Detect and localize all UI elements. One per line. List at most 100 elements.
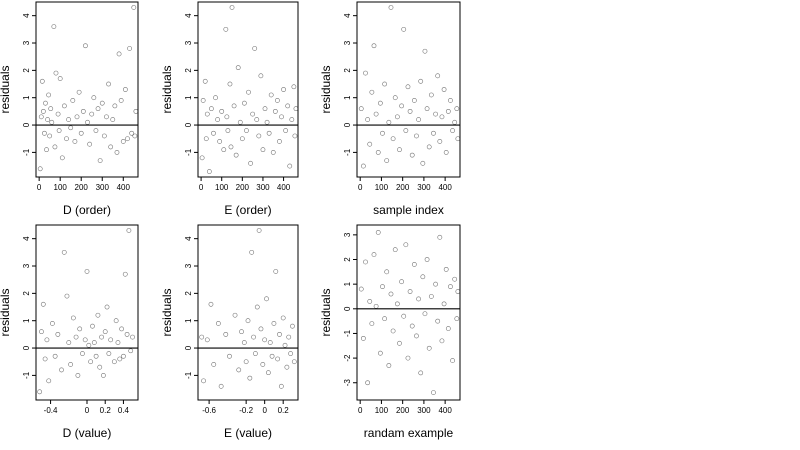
- data-point: [247, 375, 253, 381]
- data-point: [250, 111, 256, 117]
- data-point: [273, 269, 279, 274]
- data-point: [283, 128, 289, 133]
- data-point: [248, 160, 253, 166]
- y-tick-label: 3: [343, 40, 352, 45]
- data-point: [76, 89, 82, 95]
- data-point: [237, 119, 243, 125]
- data-point: [126, 228, 132, 233]
- data-point: [375, 229, 381, 235]
- data-point: [43, 100, 48, 106]
- data-point: [443, 266, 449, 272]
- x-tick-label: 200: [236, 183, 250, 192]
- data-point: [388, 291, 394, 297]
- data-point: [39, 329, 44, 335]
- data-point: [433, 111, 438, 117]
- data-point: [225, 128, 231, 133]
- data-point: [428, 92, 434, 98]
- data-point: [44, 147, 49, 153]
- data-point: [89, 111, 95, 117]
- x-tick-label: 200: [396, 406, 410, 415]
- data-point: [280, 315, 286, 321]
- data-point: [386, 363, 392, 368]
- x-tick-label: 300: [417, 406, 431, 415]
- scatter-points: [358, 5, 461, 169]
- y-tick-label: 0: [22, 345, 31, 350]
- data-point: [227, 81, 233, 87]
- data-point: [428, 294, 434, 299]
- data-point: [200, 98, 206, 103]
- data-point: [45, 117, 50, 122]
- data-point: [55, 331, 61, 337]
- x-tick-label: 400: [117, 183, 131, 192]
- data-point: [202, 78, 208, 84]
- data-point: [450, 128, 455, 133]
- data-point: [245, 318, 251, 324]
- data-point: [231, 103, 237, 109]
- data-point: [106, 351, 112, 356]
- data-point: [249, 249, 255, 255]
- data-point: [90, 323, 95, 329]
- data-point: [73, 334, 79, 340]
- x-tick-label: 400: [277, 183, 291, 192]
- data-point: [268, 92, 274, 98]
- data-point: [285, 103, 291, 109]
- data-point: [454, 316, 460, 322]
- data-point: [97, 158, 103, 163]
- data-point: [390, 136, 396, 142]
- y-tick-label: -1: [184, 148, 193, 156]
- data-point: [241, 340, 247, 345]
- data-point: [256, 228, 262, 233]
- data-point: [127, 46, 132, 51]
- data-point: [397, 340, 402, 346]
- data-point: [204, 111, 210, 117]
- data-point: [215, 117, 220, 122]
- data-point: [38, 114, 44, 120]
- data-point: [363, 70, 368, 76]
- data-point: [114, 149, 120, 155]
- data-point: [56, 128, 62, 133]
- data-point: [68, 125, 74, 131]
- data-point: [365, 117, 371, 122]
- data-point: [130, 334, 135, 340]
- y-tick-label: 2: [22, 68, 31, 73]
- data-point: [424, 106, 430, 112]
- data-point: [61, 249, 67, 255]
- data-point: [217, 139, 223, 144]
- data-point: [120, 139, 126, 144]
- data-point: [416, 296, 421, 302]
- data-point: [59, 367, 64, 373]
- data-point: [377, 350, 383, 356]
- x-tick-label: 300: [256, 183, 270, 192]
- data-point: [265, 370, 271, 376]
- data-point: [223, 26, 229, 32]
- data-point: [388, 5, 394, 10]
- data-point: [113, 318, 119, 324]
- data-point: [367, 299, 373, 304]
- y-tick-label: 0: [343, 306, 352, 311]
- data-point: [264, 119, 270, 125]
- data-point: [407, 108, 413, 114]
- data-point: [270, 149, 276, 155]
- data-point: [420, 274, 426, 280]
- scatter-points: [199, 228, 297, 389]
- data-point: [403, 128, 409, 133]
- data-point: [110, 117, 116, 122]
- y-tick-label: 2: [343, 257, 352, 262]
- x-tick-label: 0.4: [118, 406, 130, 415]
- data-point: [108, 337, 114, 343]
- data-point: [64, 136, 69, 142]
- data-point: [254, 117, 260, 122]
- y-tick-label: 4: [184, 236, 193, 241]
- data-point: [399, 279, 404, 285]
- y-tick-label: 3: [22, 40, 31, 45]
- data-point: [46, 378, 52, 384]
- data-point: [373, 303, 379, 309]
- x-tick-label: 100: [215, 183, 229, 192]
- data-point: [441, 87, 447, 92]
- data-point: [100, 372, 106, 378]
- data-point: [278, 383, 284, 389]
- panel-D_value: -0.4 0 0.2 0.4 -1 0 1 2 3 4 D (value) residuals: [0, 224, 139, 440]
- data-point: [40, 301, 46, 307]
- data-point: [371, 43, 377, 49]
- data-point: [128, 348, 134, 354]
